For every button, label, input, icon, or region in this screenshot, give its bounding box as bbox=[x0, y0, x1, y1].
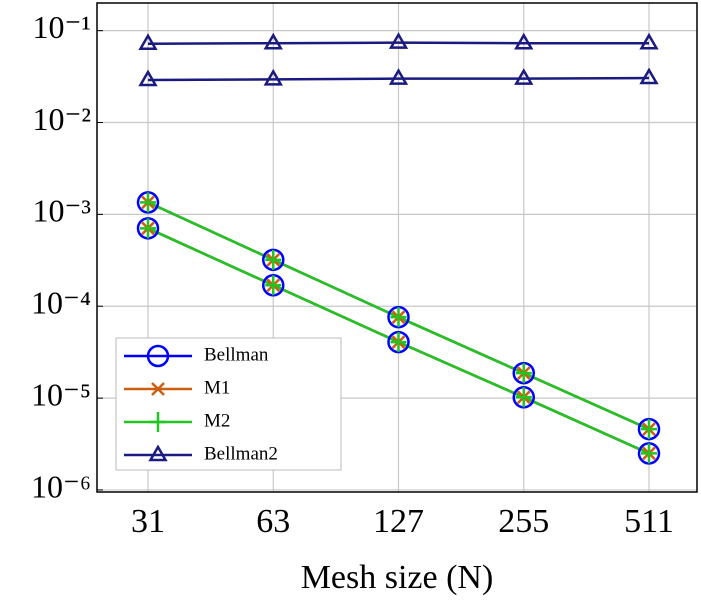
marker bbox=[390, 332, 407, 353]
legend-label: Bellman bbox=[204, 344, 269, 365]
marker bbox=[146, 344, 170, 368]
marker bbox=[514, 68, 534, 85]
x-tick-label: 511 bbox=[624, 503, 674, 540]
legend-label: M2 bbox=[204, 410, 230, 431]
marker bbox=[388, 68, 409, 85]
marker bbox=[263, 32, 283, 50]
marker bbox=[138, 33, 158, 51]
marker bbox=[388, 32, 409, 49]
x-tick-label: 255 bbox=[498, 503, 549, 540]
marker bbox=[641, 443, 657, 464]
marker bbox=[514, 32, 534, 50]
y-tick-label: 10⁻⁶ bbox=[31, 468, 91, 504]
marker bbox=[150, 412, 166, 432]
y-tick-label: 10⁻² bbox=[33, 101, 91, 137]
marker bbox=[390, 307, 407, 328]
x-tick-label: 63 bbox=[256, 503, 290, 540]
legend-label: Bellman2 bbox=[204, 443, 278, 464]
marker bbox=[265, 275, 282, 296]
marker bbox=[151, 382, 165, 396]
marker bbox=[515, 363, 532, 384]
marker bbox=[140, 192, 156, 213]
marker bbox=[148, 444, 168, 462]
legend-label: M1 bbox=[204, 377, 230, 398]
legend-box bbox=[115, 337, 342, 471]
legend: Bellman M1 M2 Bellman2 bbox=[115, 337, 342, 471]
y-tick-label: 10⁻⁴ bbox=[31, 285, 91, 321]
x-axis-label: Mesh size (N) bbox=[301, 559, 494, 596]
y-tick-label: 10⁻¹ bbox=[33, 9, 91, 45]
marker bbox=[263, 68, 283, 86]
marker bbox=[641, 419, 657, 440]
line bbox=[147, 76, 650, 82]
marker bbox=[140, 218, 156, 239]
marker bbox=[639, 67, 659, 85]
marker bbox=[138, 69, 158, 87]
plot-frame bbox=[96, 2, 698, 493]
marker bbox=[265, 249, 282, 270]
x-tick-label: 31 bbox=[131, 503, 165, 540]
marker bbox=[639, 32, 659, 50]
line bbox=[147, 41, 649, 46]
y-tick-label: 10⁻⁵ bbox=[31, 376, 91, 412]
y-tick-label: 10⁻³ bbox=[33, 193, 91, 229]
x-tick-label: 127 bbox=[373, 503, 424, 540]
marker bbox=[515, 387, 532, 408]
